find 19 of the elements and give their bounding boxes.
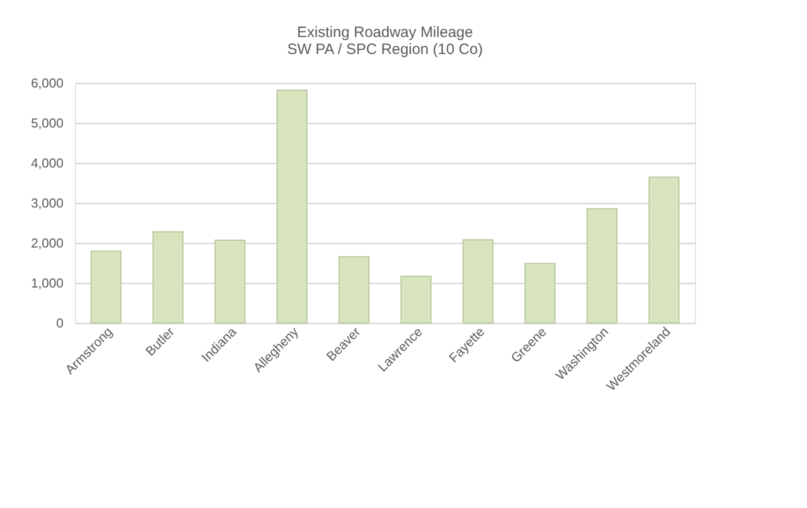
bar	[338, 256, 370, 324]
y-tick-label: 0	[56, 316, 64, 330]
y-tick-label: 5,000	[30, 116, 64, 130]
bar	[586, 208, 618, 324]
bar	[462, 239, 494, 324]
text: SW PA / SPC Region (10 Co)	[287, 41, 483, 58]
bar	[90, 250, 122, 324]
y-tick-label: 3,000	[30, 196, 64, 210]
y-tick-label: 4,000	[30, 156, 64, 170]
bar	[214, 240, 246, 324]
y-tick-label: 6,000	[30, 76, 64, 90]
bar	[152, 231, 184, 324]
bar	[524, 263, 556, 324]
y-tick-label: 1,000	[30, 276, 64, 290]
bar	[276, 90, 308, 324]
y-tick-label: 2,000	[30, 236, 64, 250]
text: Existing Roadway Mileage	[297, 24, 473, 41]
bar	[400, 276, 432, 324]
bar	[648, 176, 680, 324]
